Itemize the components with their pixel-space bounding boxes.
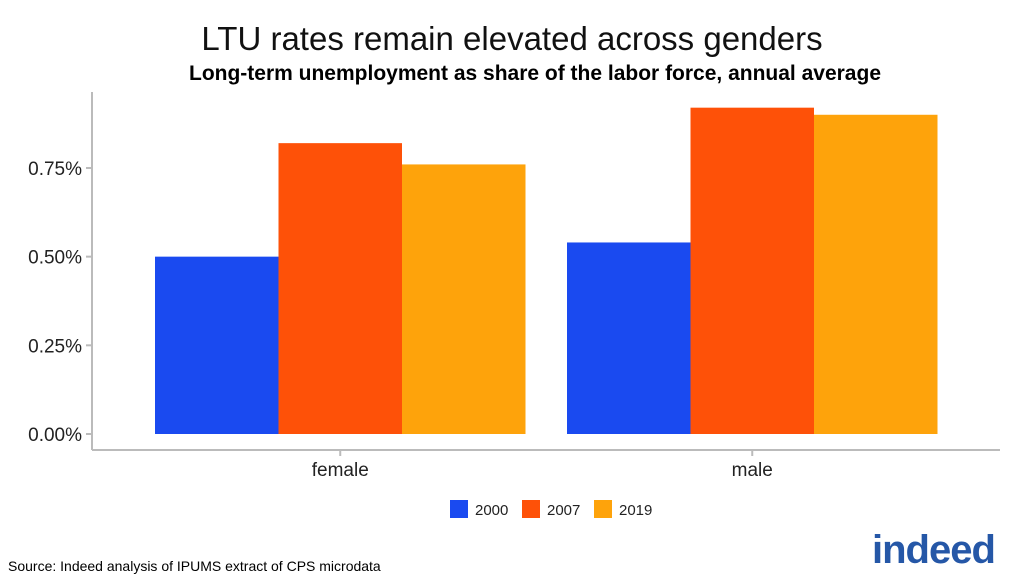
- bar-male-2007: [690, 107, 814, 435]
- legend-swatch-2019: [594, 500, 612, 518]
- x-tick-label: female: [312, 460, 369, 481]
- legend-swatch-2007: [522, 500, 540, 518]
- bar-female-2019: [402, 164, 526, 435]
- legend-swatch-2000: [450, 500, 468, 518]
- legend-label: 2019: [619, 502, 652, 519]
- y-tick-label: 0.50%: [28, 248, 82, 269]
- chart-title: LTU rates remain elevated across genders: [201, 20, 823, 57]
- bar-female-2007: [278, 143, 402, 434]
- y-tick-label: 0.00%: [28, 425, 82, 446]
- legend-label: 2000: [475, 502, 508, 519]
- bar-male-2000: [567, 242, 691, 434]
- bar-male-2019: [814, 114, 938, 435]
- chart-subtitle: Long-term unemployment as share of the l…: [189, 62, 881, 85]
- bar-female-2000: [155, 256, 279, 434]
- y-tick-label: 0.25%: [28, 336, 82, 357]
- y-tick-label: 0.75%: [28, 159, 82, 180]
- source-note: Source: Indeed analysis of IPUMS extract…: [8, 558, 381, 574]
- indeed-logo: indeed: [872, 528, 996, 572]
- x-tick-label: male: [732, 460, 773, 481]
- legend-label: 2007: [547, 502, 580, 519]
